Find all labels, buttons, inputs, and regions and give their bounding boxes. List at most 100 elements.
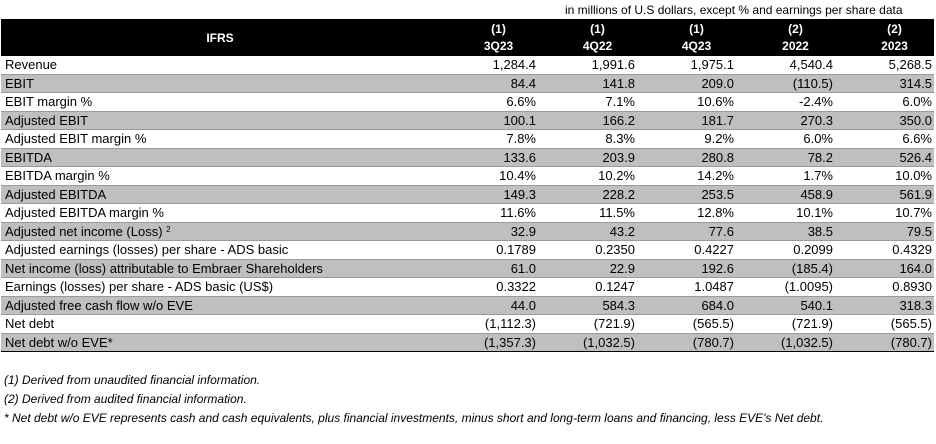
row-label-text: Adjusted net income (Loss)	[5, 223, 163, 239]
cell-value: 684.0	[637, 296, 736, 315]
table-row: Net debt (1,112.3) (721.9) (565.5) (721.9) (5…	[1, 315, 934, 334]
row-label: Adjusted EBIT margin %	[1, 130, 439, 149]
row-label: Net income (loss) attributable to Embrae…	[1, 259, 439, 278]
cell-value: 22.9	[538, 259, 637, 278]
cell-value: 1.7%	[803, 168, 833, 184]
cell-value: 164.0	[835, 259, 934, 278]
row-label-text: Adjusted EBIT	[5, 112, 89, 128]
cell-value: 7.8%	[506, 131, 536, 147]
cell-value: 6.0%	[902, 94, 932, 110]
cell-value: 38.5	[736, 222, 835, 241]
cell-value: (721.9)	[593, 316, 635, 332]
cell-value: 5,268.5	[888, 57, 932, 73]
cell-value: 1,991.6	[591, 57, 635, 73]
cell-value: (565.5)	[692, 316, 734, 332]
cell-value: (110.5)	[736, 74, 835, 93]
cell-value: 10.7%	[895, 205, 932, 221]
column-note: (1)	[590, 22, 605, 36]
row-label: EBIT	[1, 74, 439, 93]
cell-value: 458.9	[736, 185, 835, 204]
row-label-text: Net debt w/o EVE*	[5, 334, 113, 350]
cell-value: 181.7	[637, 111, 736, 130]
row-label-text: Adjusted EBITDA	[5, 186, 107, 202]
row-label-text: Net debt	[5, 316, 55, 332]
table-body: Revenue 1,284.4 1,991.6 1,975.1 4,540.4 5,268…	[1, 56, 934, 352]
cell-value: 540.1	[736, 296, 835, 315]
cell-value: 149.3	[439, 185, 538, 204]
cell-value: 43.2	[538, 222, 637, 241]
table-header: IFRS (1) 3Q23 (1) 4Q22 (1) 4Q23 (2) 2022…	[1, 19, 934, 56]
cell-value: 141.8	[538, 74, 637, 93]
row-label-text: Adjusted free cash flow w/o EVE	[5, 297, 193, 313]
table-row: Adjusted EBITDA 149.3 228.2 253.5 458.9 561.9	[1, 185, 934, 204]
table-row: EBIT 84.4 141.8 209.0 (110.5) 314.5	[1, 74, 934, 93]
cell-value: 228.2	[538, 185, 637, 204]
cell-value: (780.7)	[835, 333, 934, 352]
row-label: Adjusted EBITDA	[1, 185, 439, 204]
cell-value: 584.3	[538, 296, 637, 315]
cell-value: 7.1%	[605, 94, 635, 110]
cell-value: (1,032.5)	[736, 333, 835, 352]
cell-value: (565.5)	[890, 316, 932, 332]
cell-value: 10.0%	[895, 168, 932, 184]
unit-note-text: in millions of U.S dollars, except % and…	[565, 3, 903, 17]
row-label-text: EBIT margin %	[5, 94, 93, 110]
cell-value: 280.8	[637, 148, 736, 167]
table-row: Net income (loss) attributable to Embrae…	[1, 259, 934, 278]
cell-value: (1,112.3)	[484, 316, 536, 332]
row-label: Adjusted net income (Loss) 2	[1, 222, 439, 241]
row-label: Net debt w/o EVE*	[1, 333, 439, 352]
cell-value: 77.6	[637, 222, 736, 241]
financial-table: IFRS (1) 3Q23 (1) 4Q22 (1) 4Q23 (2) 2022…	[1, 19, 934, 352]
row-label-text: Adjusted EBITDA margin %	[5, 205, 164, 221]
table-row: Revenue 1,284.4 1,991.6 1,975.1 4,540.4 5,268…	[1, 56, 934, 74]
cell-value: 6.6%	[506, 94, 536, 110]
row-label-text: EBITDA margin %	[5, 168, 110, 184]
cell-value: (1.0095)	[784, 279, 833, 295]
row-label: EBIT margin %	[1, 93, 439, 112]
row-label: Adjusted free cash flow w/o EVE	[1, 296, 439, 315]
cell-value: 209.0	[637, 74, 736, 93]
cell-value: 318.3	[835, 296, 934, 315]
table-row: Adjusted free cash flow w/o EVE 44.0 584.3…	[1, 296, 934, 315]
cell-value: 0.1247	[595, 279, 635, 295]
header-label: IFRS	[1, 19, 439, 56]
row-label-text: EBITDA	[5, 149, 52, 165]
cell-value: 6.0%	[803, 131, 833, 147]
cell-value: 561.9	[835, 185, 934, 204]
column-period: 2023	[881, 39, 908, 53]
table-row: Net debt w/o EVE* (1,357.3) (1,032.5) (780.…	[1, 333, 934, 352]
cell-value: 253.5	[637, 185, 736, 204]
table-row: Earnings (losses) per share - ADS basic …	[1, 278, 934, 296]
cell-value: 0.2350	[595, 242, 635, 258]
cell-value: 9.2%	[704, 131, 734, 147]
footnote: * Net debt w/o EVE represents cash and c…	[4, 411, 824, 425]
cell-value: 133.6	[439, 148, 538, 167]
row-label-text: Adjusted earnings (losses) per share - A…	[5, 242, 289, 258]
cell-value: 0.1789	[496, 242, 536, 258]
cell-value: 12.8%	[697, 205, 734, 221]
cell-value: 314.5	[835, 74, 934, 93]
row-label: Adjusted earnings (losses) per share - A…	[1, 241, 439, 260]
row-label: Adjusted EBITDA margin %	[1, 204, 439, 223]
cell-value: 203.9	[538, 148, 637, 167]
row-label-text: Net income (loss) attributable to Embrae…	[5, 260, 323, 276]
cell-value: (185.4)	[736, 259, 835, 278]
cell-value: 84.4	[439, 74, 538, 93]
cell-value: 8.3%	[605, 131, 635, 147]
cell-value: 6.6%	[902, 131, 932, 147]
cell-value: 11.6%	[500, 205, 536, 221]
column-period: 3Q23	[483, 39, 514, 53]
row-label: EBITDA	[1, 148, 439, 167]
cell-value: 166.2	[538, 111, 637, 130]
row-label: Net debt	[1, 315, 439, 334]
row-label: EBITDA margin %	[1, 167, 439, 186]
column-header: (1) 4Q23	[637, 19, 736, 56]
cell-value: 1,284.4	[492, 57, 536, 73]
cell-value: (1,032.5)	[538, 333, 637, 352]
unit-note: in millions of U.S dollars, except % and…	[0, 2, 936, 19]
cell-value: 32.9	[439, 222, 538, 241]
cell-value: 1.0487	[694, 279, 734, 295]
column-header: (1) 4Q22	[538, 19, 637, 56]
column-period: 2022	[782, 39, 809, 53]
